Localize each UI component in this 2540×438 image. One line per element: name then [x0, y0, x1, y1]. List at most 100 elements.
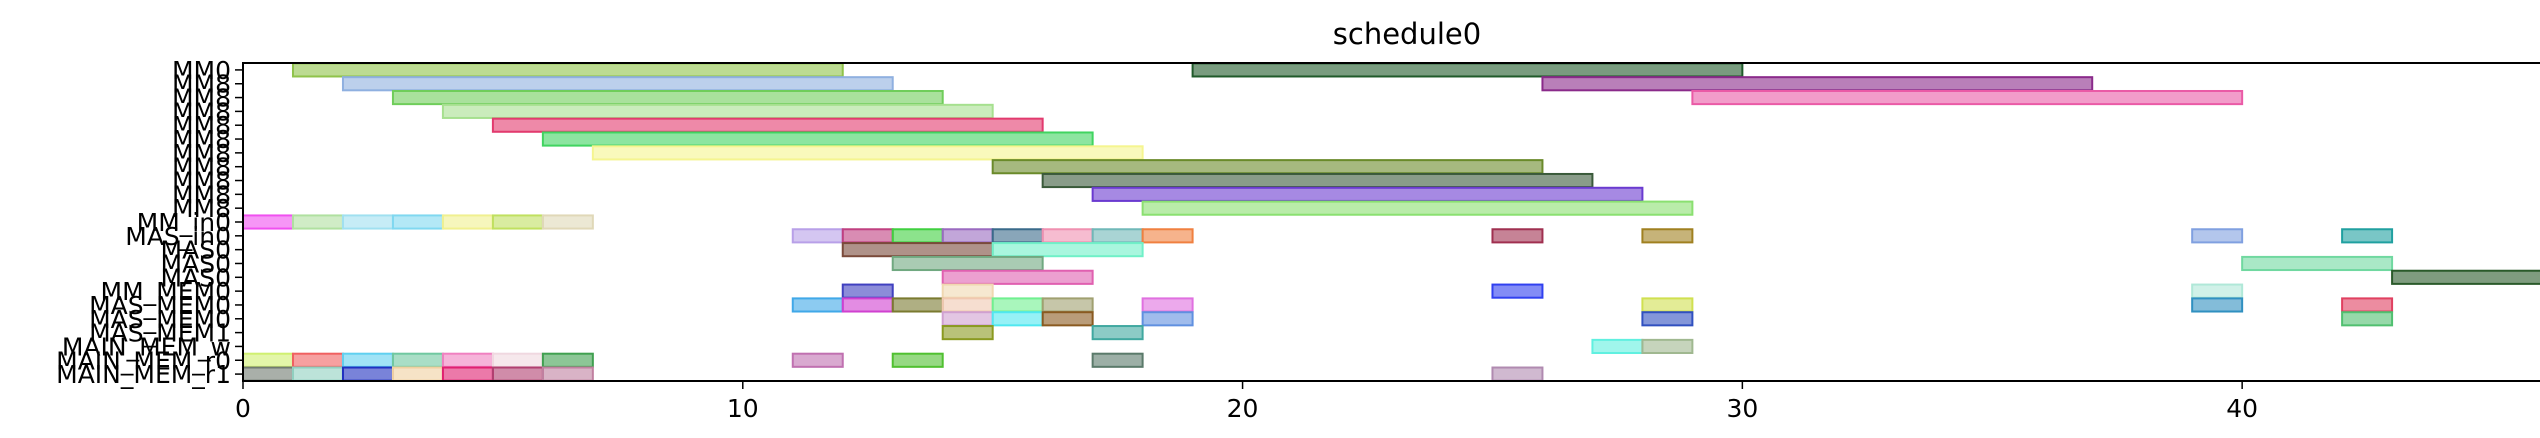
gantt-bar — [242, 366, 294, 382]
gantt-bar — [941, 269, 1094, 285]
gantt-bar — [242, 352, 294, 368]
y-tick-label: MM8 — [172, 111, 231, 140]
gantt-bar — [291, 214, 344, 230]
gantt-bar — [1091, 186, 1644, 202]
gantt-bar — [891, 255, 1044, 272]
x-axis: 0 10 20 30 40 — [235, 381, 2258, 423]
gantt-bar — [1691, 89, 2244, 106]
gantt-bar — [2241, 255, 2394, 272]
gantt-bar — [841, 297, 894, 313]
gantt-bar — [1091, 352, 1144, 368]
gantt-bar — [2191, 297, 2244, 313]
y-tick-label: MAS_MEM1 — [89, 319, 231, 348]
gantt-bar — [441, 366, 494, 382]
gantt-bar — [1141, 228, 1194, 244]
gantt-bar — [391, 366, 444, 382]
gantt-bar — [791, 297, 844, 313]
y-tick-label: MM8 — [172, 84, 231, 113]
gantt-bar — [991, 311, 1044, 327]
gantt-bar — [2341, 297, 2394, 313]
y-tick-label: MAIN_MEM_r0 — [56, 346, 231, 375]
gantt-bar — [1491, 228, 1544, 244]
gantt-bar — [941, 283, 994, 299]
y-tick-label: MM8 — [172, 139, 231, 168]
gantt-bar — [491, 214, 544, 230]
gantt-bar — [941, 311, 994, 327]
y-tick-label: MM8 — [172, 97, 231, 126]
gantt-bar — [891, 352, 944, 368]
x-tick-label: 20 — [1227, 394, 1259, 423]
gantt-bar — [1041, 311, 1094, 327]
gantt-bar — [941, 325, 994, 341]
gantt-bar — [1641, 338, 1694, 355]
gantt-bar — [1641, 228, 1694, 244]
gantt-bar — [1491, 283, 1544, 299]
gantt-bar — [991, 297, 1044, 313]
y-tick-label: MM8 — [172, 70, 231, 99]
gantt-bar — [1141, 311, 1194, 327]
y-tick-label: MM_in0 — [137, 208, 231, 237]
gantt-bar — [791, 352, 844, 368]
plot-frame — [242, 62, 2540, 382]
y-tick-label: MAS0 — [161, 263, 231, 292]
x-tick-label: 0 — [235, 394, 251, 423]
gantt-bar — [891, 228, 944, 244]
gantt-bar — [441, 352, 494, 368]
gantt-bar — [341, 352, 394, 368]
y-tick-label: MAS_MEM0 — [89, 291, 231, 320]
y-tick-label: MM0 — [172, 56, 231, 85]
gantt-bar — [1591, 338, 1644, 355]
gantt-bar — [2341, 228, 2394, 244]
gantt-bar — [991, 242, 1144, 258]
y-tick-label: MM8 — [172, 194, 231, 223]
gantt-bar — [1541, 76, 2094, 92]
gantt-bar — [441, 103, 994, 119]
gantt-bar — [1491, 366, 1544, 382]
gantt-bar — [341, 366, 394, 382]
gantt-bar — [491, 117, 1044, 133]
gantt-bar — [1091, 228, 1144, 244]
gantt-bar — [891, 297, 944, 313]
gantt-bar — [991, 159, 1544, 175]
gantt-bar — [391, 214, 444, 230]
y-tick-label: MM8 — [172, 125, 231, 154]
chart-title: schedule0 — [1333, 17, 1481, 51]
y-tick-label: MAS_MEM0 — [89, 305, 231, 334]
gantt-bar — [291, 62, 844, 78]
y-tick-label: MAS_in0 — [125, 222, 231, 251]
gantt-bar — [291, 366, 344, 382]
y-tick-label: MM8 — [172, 180, 231, 209]
gantt-bar — [1641, 311, 1694, 327]
gantt-bar — [541, 214, 594, 230]
gantt-bar — [391, 352, 444, 368]
gantt-bar — [291, 352, 344, 368]
bars-layer — [242, 62, 2540, 382]
gantt-bar — [941, 228, 994, 244]
x-tick-label: 40 — [2226, 394, 2258, 423]
gantt-bar — [2191, 283, 2244, 299]
y-tick-labels: MM0MM8MM8MM8MM8MM8MM8MM8MM8MM8MM8MM_in0M… — [56, 56, 243, 389]
y-tick-label: MM_MEM0 — [101, 277, 231, 306]
y-tick-label: MAS0 — [161, 249, 231, 278]
gantt-bar — [391, 89, 944, 106]
gantt-bar — [591, 145, 1144, 161]
x-tick-label: 30 — [1726, 394, 1758, 423]
gantt-bar — [242, 214, 294, 230]
y-tick-label: MAS0 — [161, 236, 231, 265]
gantt-bar — [441, 214, 494, 230]
gantt-bar — [841, 242, 994, 258]
gantt-bar — [1141, 200, 1694, 216]
gantt-bar — [1191, 62, 1744, 78]
gantt-bar — [1641, 297, 1694, 313]
gantt-bar — [841, 283, 894, 299]
gantt-bar — [491, 352, 544, 368]
y-tick-label: MM8 — [172, 167, 231, 196]
gantt-bar — [1091, 325, 1144, 341]
gantt-bar — [1141, 297, 1194, 313]
gantt-bar — [541, 366, 594, 382]
gantt-bar — [2191, 228, 2244, 244]
gantt-bar — [991, 228, 1044, 244]
gantt-bar — [341, 76, 894, 92]
y-tick-label: MAIN_MEM_w — [62, 332, 231, 361]
